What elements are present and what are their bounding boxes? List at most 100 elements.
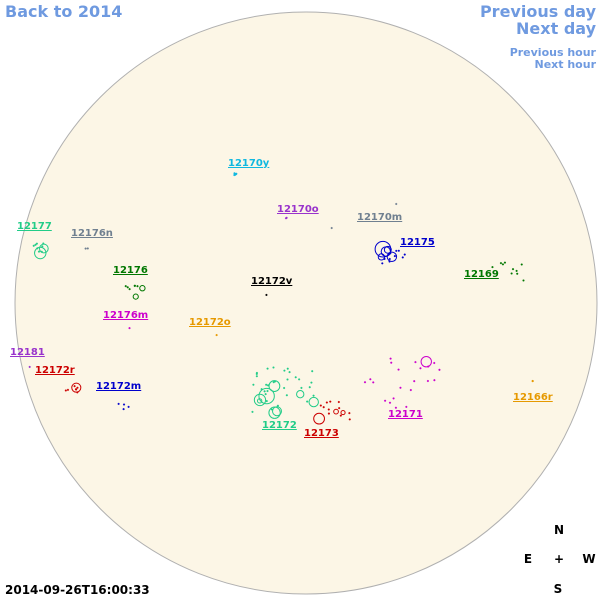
sunspot [36,247,39,250]
sunspot [266,384,270,387]
sunspot [265,400,268,403]
sunspot [127,405,130,408]
sunspot [283,369,286,372]
sunspot [308,386,311,389]
previous-hour-link[interactable]: Previous hour [510,46,597,59]
compass-center: + [554,552,564,566]
sunspot [266,367,269,370]
sunspot [139,285,146,292]
region-label[interactable]: 12169 [464,269,499,280]
sunspot [397,368,400,371]
region-label[interactable]: 12166r [513,392,553,403]
sunspot [327,412,330,415]
sunspot [263,390,266,393]
sunspot [413,380,416,383]
sunspot [265,383,268,386]
sunspot [122,403,126,406]
sunspot [296,390,305,399]
sunspot [284,217,288,220]
sunspot [38,243,49,254]
sunspot [372,381,375,384]
sunspot [265,293,268,296]
region-label[interactable]: 12172m [96,381,141,392]
sunspot [253,393,267,407]
sunspot [306,400,309,403]
region-label[interactable]: 12172v [251,276,293,287]
sunspot [319,404,322,407]
sunspot [272,381,275,384]
previous-day-link[interactable]: Previous day [480,2,597,21]
region-label[interactable]: 12177 [17,221,52,232]
sunspot [510,272,513,275]
sunspot [298,378,301,381]
sunspot [84,247,87,250]
region-labels: 12170y 12170o 12170m 12175 12177 12176n 12176 1… [10,158,553,439]
sunspot [34,246,47,260]
sunspot [403,253,406,256]
sunspot [325,401,328,404]
sunspot [401,256,404,259]
region-label[interactable]: 12173 [304,428,339,439]
compass-west: W [582,552,595,566]
sunspot [283,386,286,390]
region-label[interactable]: 12172o [189,317,231,328]
sunspot [381,262,384,265]
sunspot [132,293,139,300]
sunspot [252,383,255,386]
next-day-link[interactable]: Next day [516,19,597,38]
sunspot [499,262,502,265]
sunspot [522,279,525,282]
sunspot [397,249,400,252]
sunspot [66,388,70,391]
sunspot [327,408,330,411]
sunspot [511,268,515,271]
sunspot [438,368,441,371]
back-to-year-link[interactable]: Back to 2014 [5,2,122,21]
sunspot [363,381,367,384]
sunspot [337,400,340,404]
sunspot [340,409,346,416]
region-label[interactable]: 12176m [103,310,148,321]
sunspot [41,245,44,248]
region-label[interactable]: 12172r [35,365,75,376]
sunspot [501,263,504,266]
solar-disk [14,11,598,595]
sunspot [427,365,430,368]
sunspot [288,371,291,374]
sunspot [384,399,387,402]
compass-east: E [524,552,532,566]
sunspot [390,361,393,364]
region-label[interactable]: 12171 [388,409,423,420]
sunspot [312,394,315,397]
sunspot [399,386,402,389]
region-label[interactable]: 12181 [10,347,45,358]
sunspot [258,387,275,405]
sunspot [386,251,398,263]
sunspot [268,406,281,419]
sunspot [136,285,139,288]
sunspot [117,402,120,405]
sunspot [294,376,297,379]
sunspot [128,327,131,330]
timestamp: 2014-09-26T16:00:33 [5,583,150,597]
sunspot [313,412,325,425]
sunspot [392,397,395,400]
sunspot [272,406,282,417]
sunspot [395,202,398,206]
sunspot [503,261,506,264]
sunspot [516,272,519,275]
sunspot [311,370,314,373]
region-label[interactable]: 12176 [113,265,148,276]
region-label[interactable]: 12175 [400,237,435,248]
next-hour-link[interactable]: Next hour [535,58,597,71]
sunspot [389,248,392,252]
sunspot [126,286,129,289]
region-label[interactable]: 12170o [277,204,319,215]
region-label[interactable]: 12176n [71,228,113,239]
region-label[interactable]: 12172 [262,420,297,431]
region-label[interactable]: 12170m [357,212,402,223]
region-label[interactable]: 12170y [228,158,270,169]
sunspot [395,249,398,252]
sunspot [414,361,417,364]
sunspot [491,266,494,269]
